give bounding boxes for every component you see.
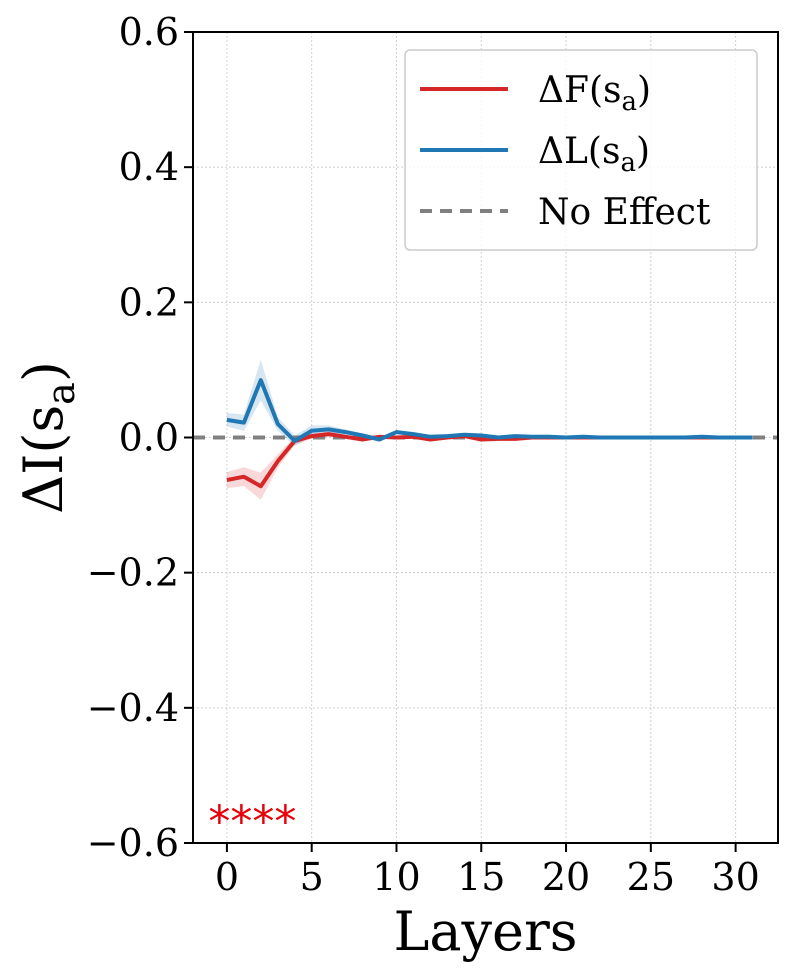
legend-box [404,49,758,251]
y-tick-label: −0.6 [87,821,179,865]
y-axis-title-close: ) [12,361,75,382]
series-line-1 [226,378,753,443]
y-axis-title-sub: a [39,382,83,405]
x-tick-label: 20 [542,855,590,899]
x-axis-title: Layers [393,900,577,963]
y-tick-label: 0.4 [119,145,179,189]
y-tick-label: −0.2 [87,551,179,595]
y-tick-label: −0.4 [87,686,179,730]
series-line-0 [226,432,753,489]
annotations: **** [208,797,296,848]
x-tick-label: 0 [215,855,239,899]
x-axis-ticks: 0 5 10 15 20 25 30 [215,843,760,899]
legend-label-delta-l: ΔL(sa) [538,131,650,178]
y-tick-label: 0.6 [119,10,179,54]
y-axis-title: ΔI(sa) [12,361,83,514]
legend: ΔF(sa) ΔL(sa) No Effect [404,49,758,251]
x-tick-label: 15 [457,855,505,899]
legend-label-no-effect: No Effect [538,192,711,233]
series-lines [226,378,753,489]
band-series-0 [226,431,753,500]
y-axis-title-base: ΔI(s [12,405,75,514]
confidence-bands [226,359,753,500]
legend-label-delta-f: ΔF(sa) [538,70,651,117]
x-tick-label: 5 [300,855,324,899]
x-tick-label: 25 [627,855,675,899]
y-axis-ticks: −0.6 −0.4 −0.2 0.0 0.2 0.4 0.6 [87,10,193,865]
x-tick-label: 10 [372,855,420,899]
x-tick-label: 30 [711,855,759,899]
y-tick-label: 0.2 [119,280,179,324]
significance-marker: **** [208,797,296,848]
y-tick-label: 0.0 [119,416,179,460]
